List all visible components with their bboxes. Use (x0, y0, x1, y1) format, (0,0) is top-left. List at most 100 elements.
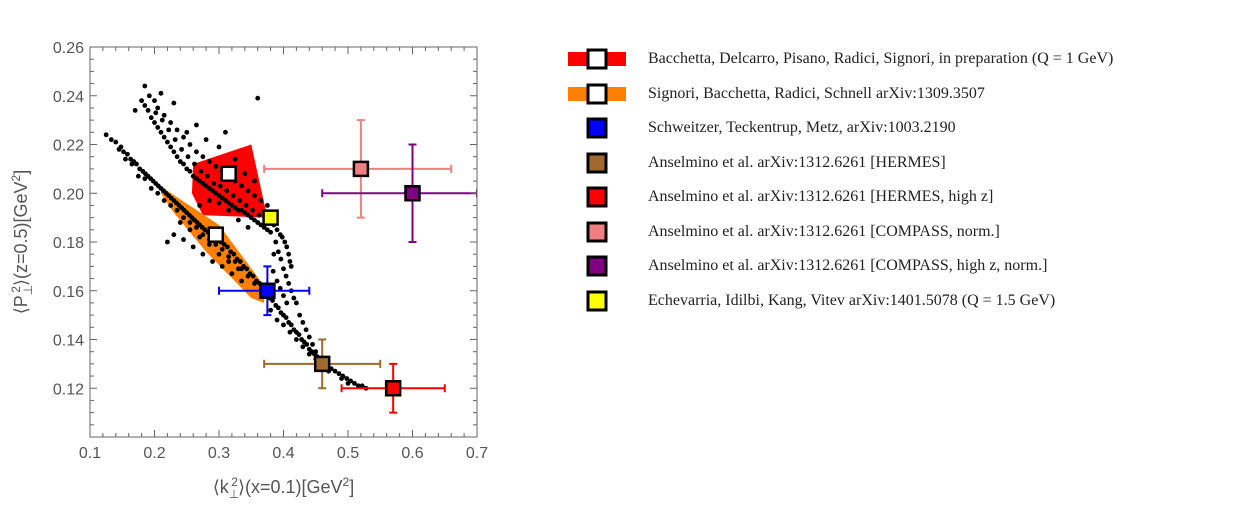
scatter-point (125, 151, 130, 157)
scatter-point (171, 232, 177, 238)
scatter-point (281, 322, 286, 328)
scatter-point (197, 234, 203, 240)
scatter-point (270, 268, 276, 274)
legend-marker (586, 255, 608, 277)
data-marker (259, 282, 276, 299)
scatter-point (121, 149, 126, 155)
scatter-point (344, 376, 350, 381)
legend-marker (586, 117, 608, 139)
scatter-point (239, 278, 244, 284)
legend-label: Anselmino et al. arXiv:1312.6261 [COMPAS… (648, 257, 1048, 275)
scatter-point (172, 137, 178, 143)
scatter-point (231, 251, 237, 257)
scatter-point (274, 317, 280, 323)
scatter-point (158, 129, 164, 135)
scatter-point (224, 244, 230, 250)
scatter-point (200, 154, 206, 160)
x-axis-title: ⟨k⊥2⟩(x=0.1)[GeV2] (213, 475, 354, 501)
scatter-point (237, 198, 243, 203)
scatter-point (171, 100, 177, 106)
scatter-point (250, 273, 256, 279)
scatter-point (268, 307, 273, 313)
x-tick-label: 0.7 (466, 445, 488, 462)
scatter-point (252, 178, 257, 184)
scatter-point (211, 181, 217, 186)
scatter-point (155, 190, 161, 196)
scatter-point (283, 315, 289, 320)
scatter-point (152, 120, 157, 125)
scatter-point (223, 129, 228, 135)
scatter-point (206, 198, 212, 203)
ticks-layer: 0.1 0.2 0.3 0.4 0.5 0.6 0.7 0.12 0.14 0.16 0.18 0.2… (53, 40, 488, 462)
scatter-point (271, 251, 277, 257)
scatter-point (168, 120, 174, 125)
legend-item: Anselmino et al. arXiv:1312.6261 [COMPAS… (560, 215, 1113, 250)
x-tick-label: 0.4 (272, 445, 294, 462)
y-tick-label: 0.26 (53, 40, 84, 57)
scatter-point (287, 259, 293, 264)
scatter-point (139, 98, 145, 104)
scatter-point (235, 217, 241, 223)
errorbars-layer (218, 119, 477, 414)
scatter-point (255, 95, 261, 101)
legend-marker (586, 221, 608, 243)
scatter-point (146, 93, 152, 99)
scatter-point (359, 383, 365, 389)
region-1 (160, 185, 265, 303)
legend-label: Anselmino et al. arXiv:1312.6261 [HERMES… (648, 188, 994, 206)
scatter-point (142, 176, 148, 182)
scatter-point (198, 168, 204, 174)
legend-item: Anselmino et al. arXiv:1312.6261 [COMPAS… (560, 249, 1113, 284)
scatter-point (286, 251, 292, 257)
legend-swatch (586, 255, 608, 277)
legend-swatch (586, 117, 608, 139)
scatter-point (210, 259, 215, 264)
scatter-point (274, 278, 280, 284)
regions-layer (160, 144, 268, 303)
scatter-point (313, 349, 319, 355)
scatter-point (281, 293, 286, 299)
scatter-point (279, 234, 285, 240)
scatter-point (148, 115, 154, 121)
scatter-point (152, 98, 157, 104)
legend-marker (586, 48, 608, 70)
scatter-point (306, 334, 312, 340)
scatter-point (274, 227, 280, 233)
legend-marker (586, 152, 608, 174)
region-central-marker (220, 165, 237, 182)
scatter-point (165, 139, 170, 145)
legend-swatch (568, 48, 626, 70)
scatter-point (270, 298, 275, 303)
scatter-point (168, 203, 174, 208)
scatter-point (177, 220, 183, 225)
scatter-point (135, 173, 141, 179)
region-central-marker (207, 226, 225, 243)
scatter-point (155, 105, 161, 111)
scatter-point (148, 185, 154, 191)
scatter-point (155, 125, 161, 130)
scatter-point (219, 263, 225, 269)
scatter-point (294, 300, 299, 306)
scatter-point (174, 207, 180, 213)
scatter-point (306, 351, 312, 357)
scatter-point (159, 117, 165, 123)
scatter-point (213, 164, 219, 169)
scatter-point (132, 107, 138, 113)
scatter-point (252, 193, 257, 199)
y-tick-label: 0.14 (53, 333, 84, 350)
y-tick-label: 0.24 (53, 89, 84, 106)
scatter-point (232, 156, 238, 162)
scatter-point (103, 132, 109, 138)
scatter-point (275, 249, 281, 255)
scatter-point (161, 112, 167, 118)
scatter-point (244, 266, 250, 272)
legend-item: Signori, Bacchetta, Radici, Schnell arXi… (560, 77, 1113, 112)
y-tick-label: 0.20 (53, 186, 84, 203)
legend-label: Bacchetta, Delcarro, Pisano, Radici, Sig… (648, 50, 1114, 68)
legend: Bacchetta, Delcarro, Pisano, Radici, Sig… (560, 42, 1113, 318)
legend-swatch (568, 83, 626, 105)
scatter-point (174, 154, 180, 160)
data-marker (384, 380, 402, 397)
scatter-point (296, 332, 302, 338)
